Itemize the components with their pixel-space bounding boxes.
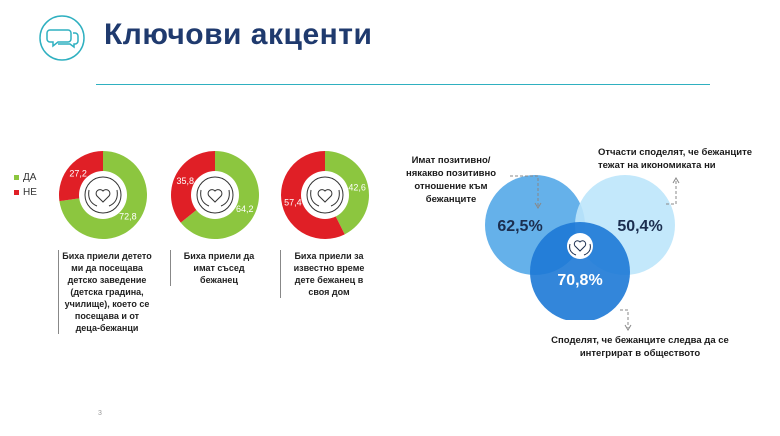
heart-hands-icon (196, 176, 234, 214)
venn-bottom-value: 70,8% (557, 272, 602, 289)
venn-right-label: Отчасти споделят, че бежанците тежат на … (598, 147, 753, 171)
legend-yes-swatch (14, 175, 19, 180)
heart-hands-icon (84, 176, 122, 214)
card-3-caption: Биха приели за известно време дете бежан… (280, 250, 374, 298)
legend-item-yes: ДА (14, 172, 37, 183)
page-number: 3 (98, 410, 102, 417)
venn-right-value: 50,4% (617, 218, 662, 235)
donut-hole (79, 171, 127, 219)
page-title: Ключови акценти (104, 18, 373, 51)
title-divider (96, 84, 710, 85)
donut-chart-1: 72,8 27,2 (58, 151, 148, 239)
legend-item-no: НЕ (14, 187, 37, 198)
donut-no-label: 27,2 (69, 168, 87, 178)
donut-hole (191, 171, 239, 219)
heart-hands-icon (567, 233, 593, 259)
donut-yes-label: 64,2 (236, 204, 254, 214)
donut-yes-label: 42,6 (348, 182, 366, 192)
venn-circle-bottom (530, 222, 630, 320)
legend-yes-label: ДА (23, 172, 37, 183)
arrow-left-icon (510, 175, 542, 209)
arrow-right-icon (666, 177, 680, 205)
venn-bottom-label: Споделят, че бежанците следва да се инте… (551, 335, 729, 359)
donut-yes-label: 72,8 (119, 212, 137, 222)
donut-no-label: 57,4 (284, 198, 302, 208)
venn-left-label: Имат позитивно/някакво позитивно отношен… (405, 155, 497, 205)
donut-hole (301, 171, 349, 219)
heart-hands-icon (306, 176, 344, 214)
venn-left-value: 62,5% (497, 218, 542, 235)
donut-chart-2: 64,2 35,8 (171, 151, 259, 239)
donut-no-label: 35,8 (176, 176, 194, 186)
card-2-caption: Биха приели да имат съсед бежанец (170, 250, 264, 286)
legend-no-label: НЕ (23, 187, 37, 198)
legend-no-swatch (14, 190, 19, 195)
arrow-bottom-icon (620, 309, 632, 331)
card-1-caption: Биха приели детето ми да посещава детско… (58, 250, 152, 334)
legend: ДА НЕ (14, 172, 37, 202)
chat-bubbles-icon (39, 15, 85, 61)
venn-diagram: 62,5% 50,4% 70,8% (485, 175, 675, 320)
donut-chart-3: 42,6 57,4 (281, 151, 369, 239)
